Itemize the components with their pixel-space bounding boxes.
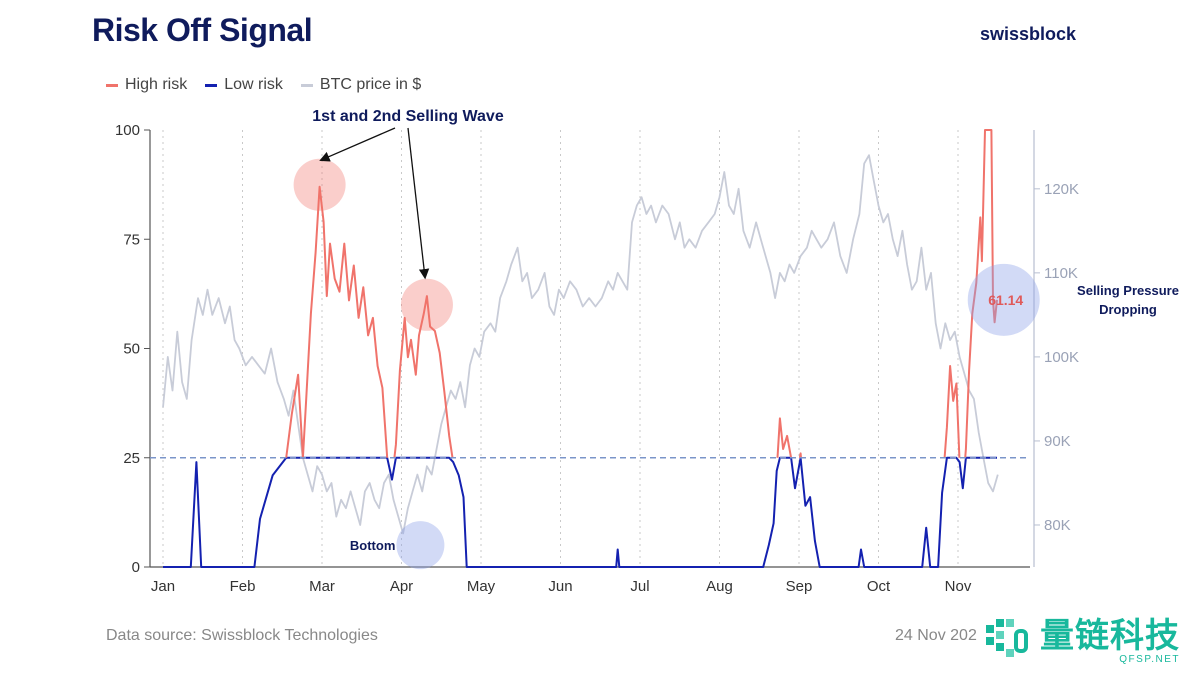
legend-label-btc-price: BTC price in $ bbox=[319, 76, 422, 93]
arrow-to-second-wave bbox=[407, 127, 430, 280]
watermark-text-block: 量链科技 QFSP.NET bbox=[1040, 618, 1180, 665]
high-risk-series-segment-2 bbox=[776, 417, 793, 458]
arrow-to-first-wave bbox=[319, 127, 396, 162]
legend-item-high-risk[interactable]: High risk bbox=[106, 76, 187, 94]
x-tick-label-aug: Aug bbox=[706, 578, 733, 595]
x-tick-label-oct: Oct bbox=[867, 578, 891, 595]
chart-legend: High risk Low risk BTC price in $ bbox=[106, 76, 421, 94]
high-risk-series-segment-0 bbox=[285, 185, 389, 459]
data-source: Data source: Swissblock Technologies bbox=[106, 627, 378, 644]
x-tick-label-jun: Jun bbox=[548, 578, 572, 595]
right-tick-label-100K: 100K bbox=[1044, 349, 1079, 366]
selling-pressure-label-line1: Selling Pressure bbox=[1077, 283, 1179, 298]
high-risk-series-segment-1 bbox=[393, 295, 454, 458]
left-tick-label-100: 100 bbox=[115, 122, 140, 139]
left-tick-label-0: 0 bbox=[132, 559, 140, 576]
watermark-logo-icon bbox=[986, 619, 1028, 657]
high-risk-series-segment-4 bbox=[943, 365, 961, 458]
x-tick-label-apr: Apr bbox=[390, 578, 413, 595]
peak-1-highlight bbox=[293, 158, 346, 211]
right-tick-label-120K: 120K bbox=[1044, 181, 1079, 198]
left-tick-label-50: 50 bbox=[123, 341, 140, 358]
bottom-label: Bottom bbox=[350, 538, 396, 553]
right-tick-label-80K: 80K bbox=[1044, 517, 1071, 534]
x-tick-label-feb: Feb bbox=[230, 578, 256, 595]
watermark-sub: QFSP.NET bbox=[1119, 653, 1180, 665]
left-tick-label-75: 75 bbox=[123, 231, 140, 248]
right-tick-label-110K: 110K bbox=[1044, 265, 1078, 282]
x-tick-label-jul: Jul bbox=[630, 578, 649, 595]
x-tick-label-sep: Sep bbox=[786, 578, 813, 595]
selling-pressure-label-line2: Dropping bbox=[1099, 302, 1157, 317]
high-risk-series-segment-5 bbox=[964, 129, 998, 458]
legend-label-high-risk: High risk bbox=[125, 76, 188, 93]
high-risk-series-segment-3 bbox=[798, 452, 802, 458]
peak-2-highlight bbox=[400, 278, 453, 331]
bottom-highlight bbox=[396, 521, 445, 570]
btc-price-series bbox=[162, 154, 999, 535]
legend-item-btc-price[interactable]: BTC price in $ bbox=[300, 76, 422, 94]
watermark: 量链科技 QFSP.NET bbox=[982, 612, 1197, 670]
page-title: Risk Off Signal bbox=[92, 12, 313, 48]
legend-swatch-high-risk bbox=[106, 83, 118, 87]
current-value-highlight bbox=[967, 263, 1040, 336]
x-tick-label-jan: Jan bbox=[151, 578, 175, 595]
legend-swatch-btc-price bbox=[300, 83, 313, 87]
legend-label-low-risk: Low risk bbox=[224, 76, 283, 93]
left-tick-label-25: 25 bbox=[123, 450, 140, 467]
x-tick-label-mar: Mar bbox=[309, 578, 335, 595]
selling-wave-label: 1st and 2nd Selling Wave bbox=[312, 108, 504, 125]
legend-item-low-risk[interactable]: Low risk bbox=[205, 76, 283, 94]
legend-swatch-low-risk bbox=[205, 83, 218, 87]
watermark-text: 量链科技 bbox=[1040, 616, 1180, 655]
x-tick-label-may: May bbox=[467, 578, 496, 595]
x-tick-label-nov: Nov bbox=[945, 578, 972, 595]
low-risk-series bbox=[163, 456, 997, 568]
current-value-label: 61.14 bbox=[988, 292, 1023, 308]
brand-logo: swissblock bbox=[980, 24, 1077, 44]
right-tick-label-90K: 90K bbox=[1044, 433, 1071, 450]
report-date: 24 Nov 202 bbox=[895, 627, 977, 644]
